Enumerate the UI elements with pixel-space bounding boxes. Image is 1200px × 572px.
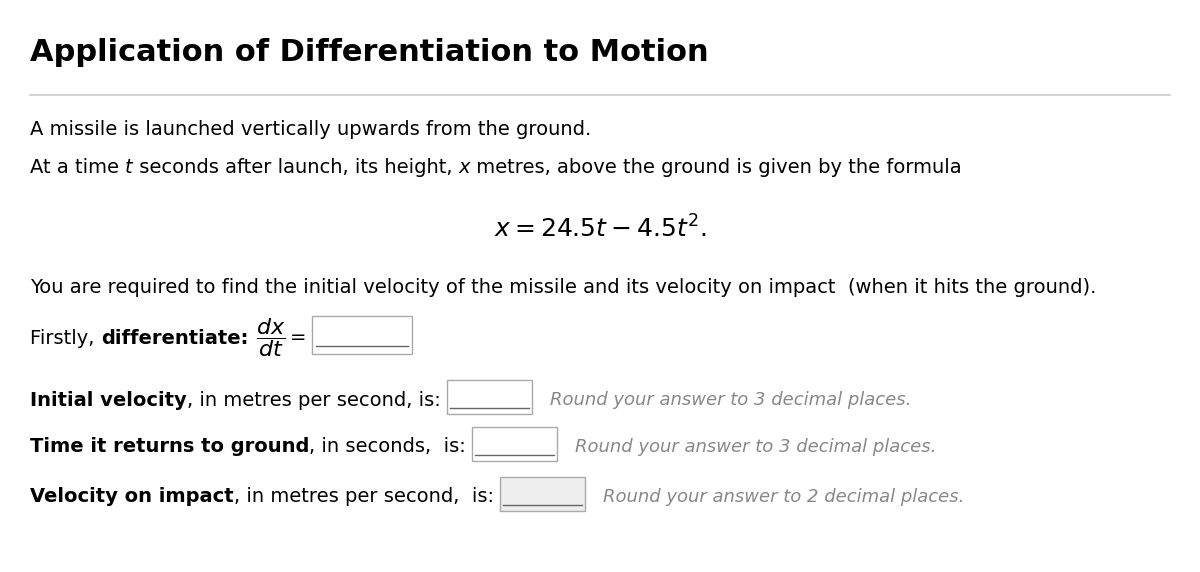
Text: Round your answer to 3 decimal places.: Round your answer to 3 decimal places. <box>550 391 911 409</box>
Text: , in seconds,  is:: , in seconds, is: <box>310 438 466 456</box>
Bar <box>446 380 532 414</box>
Bar <box>472 427 557 461</box>
Text: Firstly,: Firstly, <box>30 328 101 348</box>
Text: , in metres per second,  is:: , in metres per second, is: <box>234 487 493 506</box>
Text: A missile is launched vertically upwards from the ground.: A missile is launched vertically upwards… <box>30 120 592 139</box>
Text: $x = 24.5t - 4.5t^2.$: $x = 24.5t - 4.5t^2.$ <box>493 215 707 242</box>
Text: You are required to find the initial velocity of the missile and its velocity on: You are required to find the initial vel… <box>30 278 1097 297</box>
Text: Application of Differentiation to Motion: Application of Differentiation to Motion <box>30 38 709 67</box>
Text: t: t <box>125 158 133 177</box>
Text: $\dfrac{dx}{dt}$: $\dfrac{dx}{dt}$ <box>256 316 286 359</box>
Text: x: x <box>458 158 470 177</box>
Text: , in metres per second, is:: , in metres per second, is: <box>187 391 440 410</box>
Text: At a time: At a time <box>30 158 125 177</box>
Text: Round your answer to 3 decimal places.: Round your answer to 3 decimal places. <box>575 438 936 456</box>
Text: Velocity on impact: Velocity on impact <box>30 487 234 506</box>
Text: seconds after launch, its height,: seconds after launch, its height, <box>133 158 458 177</box>
Text: Time it returns to ground: Time it returns to ground <box>30 438 310 456</box>
Text: differentiate:: differentiate: <box>101 328 248 348</box>
Bar <box>499 477 584 511</box>
Text: Initial velocity: Initial velocity <box>30 391 187 410</box>
Text: =: = <box>289 328 306 348</box>
Bar <box>312 316 412 354</box>
Text: metres, above the ground is given by the formula: metres, above the ground is given by the… <box>470 158 961 177</box>
Text: Round your answer to 2 decimal places.: Round your answer to 2 decimal places. <box>602 488 964 506</box>
